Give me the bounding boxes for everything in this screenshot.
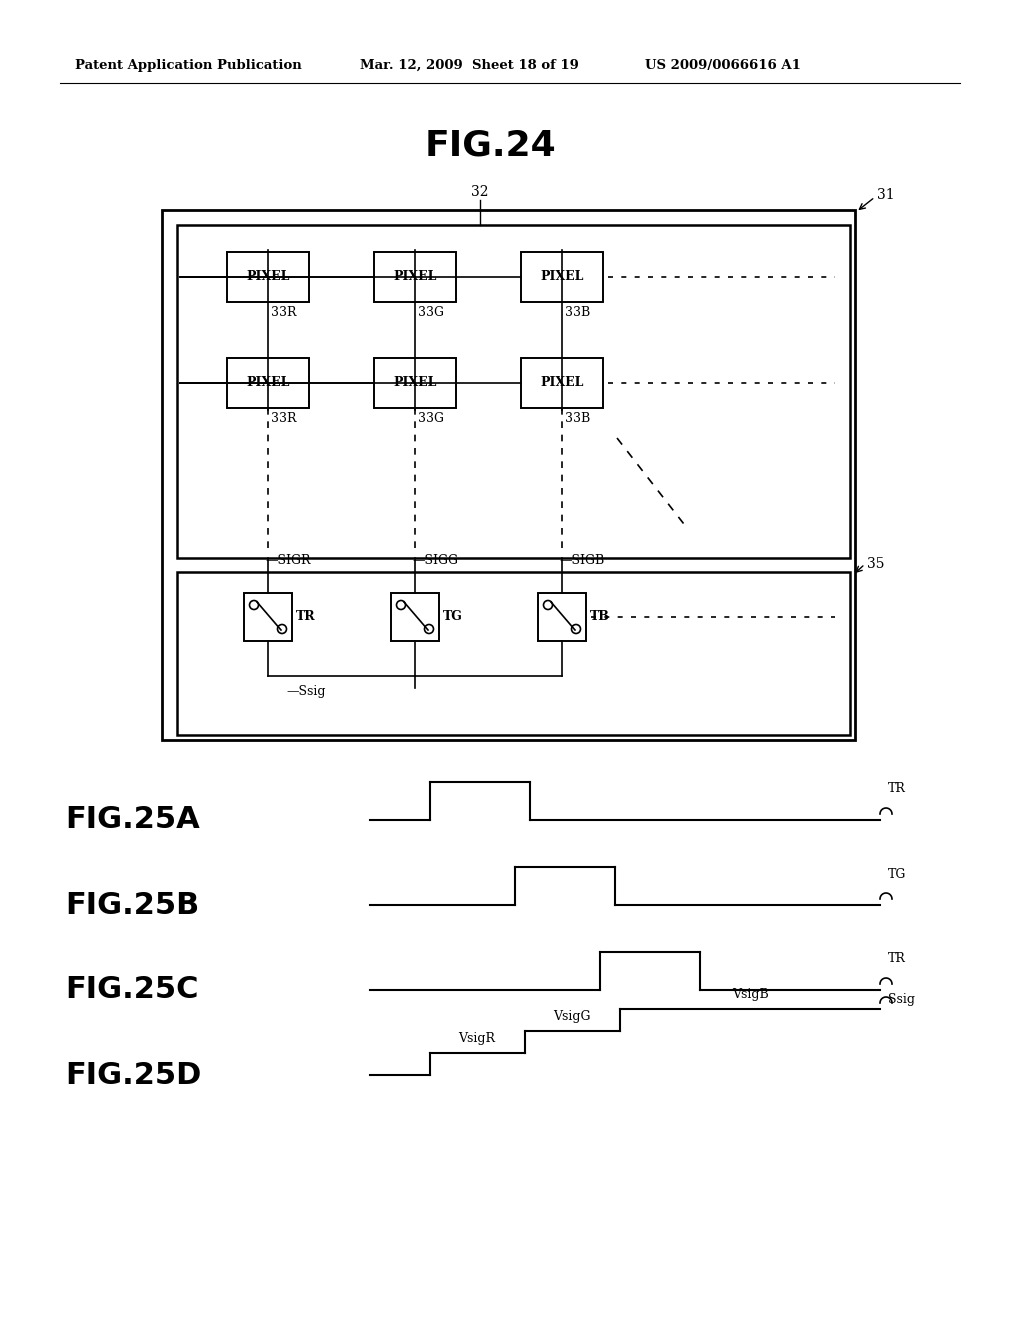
Bar xyxy=(521,252,603,302)
Bar xyxy=(227,252,309,302)
Text: —Ssig: —Ssig xyxy=(286,685,326,698)
Text: FIG.25D: FIG.25D xyxy=(65,1060,202,1089)
Bar xyxy=(538,593,586,642)
Bar xyxy=(227,358,309,408)
Text: 33G: 33G xyxy=(418,412,444,425)
Text: 32: 32 xyxy=(471,185,488,199)
Text: VsigR: VsigR xyxy=(459,1032,496,1045)
Text: Mar. 12, 2009  Sheet 18 of 19: Mar. 12, 2009 Sheet 18 of 19 xyxy=(360,58,579,71)
Text: PIXEL: PIXEL xyxy=(541,376,584,389)
Text: 31: 31 xyxy=(877,187,895,202)
Text: US 2009/0066616 A1: US 2009/0066616 A1 xyxy=(645,58,801,71)
Text: 33R: 33R xyxy=(271,412,297,425)
Text: TG: TG xyxy=(888,867,906,880)
Text: 33B: 33B xyxy=(565,305,590,318)
Text: PIXEL: PIXEL xyxy=(393,376,436,389)
Text: TR: TR xyxy=(888,953,906,965)
Bar xyxy=(374,358,456,408)
Text: Patent Application Publication: Patent Application Publication xyxy=(75,58,302,71)
Text: PIXEL: PIXEL xyxy=(393,271,436,284)
Bar xyxy=(374,252,456,302)
Text: 33B: 33B xyxy=(565,412,590,425)
Text: TB: TB xyxy=(590,610,610,623)
Text: 33G: 33G xyxy=(418,305,444,318)
Text: —SIGG: —SIGG xyxy=(412,554,458,568)
Text: —SIGR: —SIGR xyxy=(265,554,310,568)
Bar xyxy=(391,593,439,642)
Bar xyxy=(244,593,292,642)
Bar xyxy=(162,210,855,741)
Text: VsigB: VsigB xyxy=(731,987,768,1001)
Bar xyxy=(521,358,603,408)
Bar xyxy=(177,224,850,558)
Text: PIXEL: PIXEL xyxy=(247,271,290,284)
Text: FIG.24: FIG.24 xyxy=(424,128,556,162)
Text: 33R: 33R xyxy=(271,305,297,318)
Text: PIXEL: PIXEL xyxy=(247,376,290,389)
Bar xyxy=(177,572,850,735)
Text: Ssig: Ssig xyxy=(888,993,915,1006)
Text: —SIGB: —SIGB xyxy=(559,554,604,568)
Text: PIXEL: PIXEL xyxy=(541,271,584,284)
Text: TR: TR xyxy=(296,610,315,623)
Text: VsigG: VsigG xyxy=(553,1010,591,1023)
Text: FIG.25B: FIG.25B xyxy=(65,891,200,920)
Text: FIG.25A: FIG.25A xyxy=(65,805,200,834)
Text: TG: TG xyxy=(443,610,463,623)
Text: TR: TR xyxy=(888,783,906,796)
Text: FIG.25C: FIG.25C xyxy=(65,975,199,1005)
Text: 35: 35 xyxy=(867,557,885,572)
